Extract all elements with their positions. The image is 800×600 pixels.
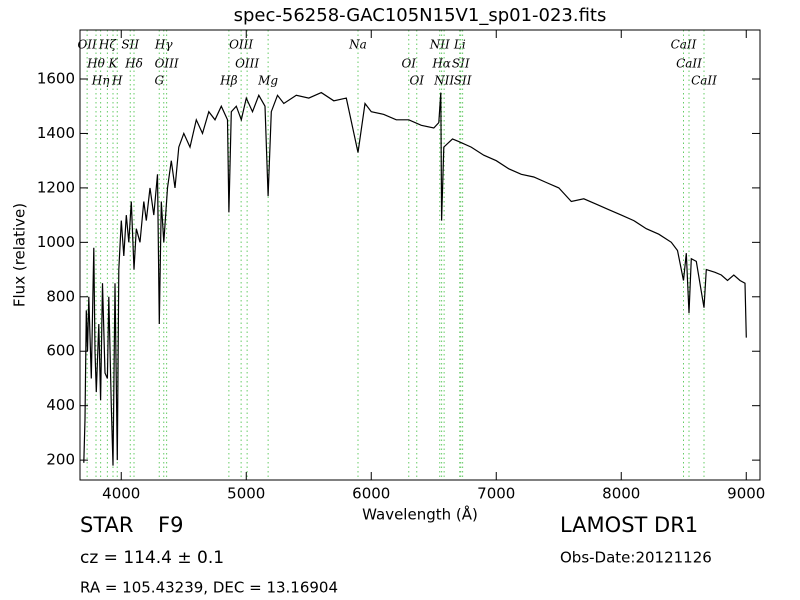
y-tick-label: 400	[46, 396, 75, 414]
x-tick-label: 8000	[602, 485, 640, 503]
x-tick-label: 4000	[102, 485, 140, 503]
spectral-line-label: Mg	[257, 74, 278, 88]
spectral-line-label: Hβ	[219, 74, 237, 88]
spectral-line-label: OIII	[235, 57, 259, 71]
spectral-line-label: SII	[121, 38, 139, 52]
y-axis-label: Flux (relative)	[11, 203, 29, 307]
spectral-line-label: CaII	[676, 57, 702, 71]
object-class: STAR	[80, 513, 133, 537]
spectral-line-label: H	[111, 74, 123, 88]
redshift: cz = 114.4 ± 0.1	[80, 548, 224, 568]
spectral-line-label: NII	[429, 38, 450, 52]
spectral-line-label: Na	[348, 38, 367, 52]
spectral-line-label: Hα	[431, 57, 451, 71]
x-tick-label: 5000	[227, 485, 265, 503]
spectral-line-label: OIII	[155, 57, 179, 71]
y-tick-label: 1000	[37, 233, 75, 251]
x-tick-label: 9000	[727, 485, 765, 503]
subclass: F9	[158, 513, 183, 537]
spectral-line-label: G	[154, 74, 164, 88]
x-tick-label: 6000	[352, 485, 390, 503]
y-tick-label: 600	[46, 342, 75, 360]
plot-frame	[79, 29, 761, 481]
spectral-line-label: CaII	[691, 74, 717, 88]
spectral-line-label: Hζ	[98, 38, 117, 52]
survey: LAMOST DR1	[560, 513, 698, 537]
spectral-line-label: OI	[409, 74, 424, 88]
spectral-line-label: OII	[77, 38, 97, 52]
x-axis-label: Wavelength (Å)	[362, 505, 478, 524]
spectral-line-label: Li	[453, 38, 466, 52]
y-tick-label: 800	[46, 287, 75, 305]
spectrum-line	[83, 91, 747, 466]
spectral-line-label: Hγ	[154, 38, 173, 52]
spectral-line-label: OIII	[229, 38, 253, 52]
spectral-line-label: NII	[433, 74, 454, 88]
y-tick-label: 1400	[37, 124, 75, 142]
spectral-line-label: SII	[454, 74, 472, 88]
coordinates: RA = 105.43239, DEC = 13.16904	[80, 579, 338, 597]
spectral-line-label: SII	[452, 57, 470, 71]
obs-date: Obs-Date:20121126	[560, 549, 712, 567]
spectral-line-label: OI	[401, 57, 416, 71]
y-tick-label: 1600	[37, 70, 75, 88]
y-tick-label: 200	[46, 451, 75, 469]
x-tick-label: 7000	[477, 485, 515, 503]
spectral-line-label: K	[108, 57, 119, 71]
chart-title: spec-56258-GAC105N15V1_sp01-023.fits	[234, 5, 607, 26]
spectral-line-label: Hη	[91, 74, 110, 88]
spectral-line-label: Hθ	[86, 57, 105, 71]
spectral-line-label: CaII	[671, 38, 697, 52]
spectral-line-label: Hδ	[124, 57, 143, 71]
y-tick-label: 1200	[37, 178, 75, 196]
